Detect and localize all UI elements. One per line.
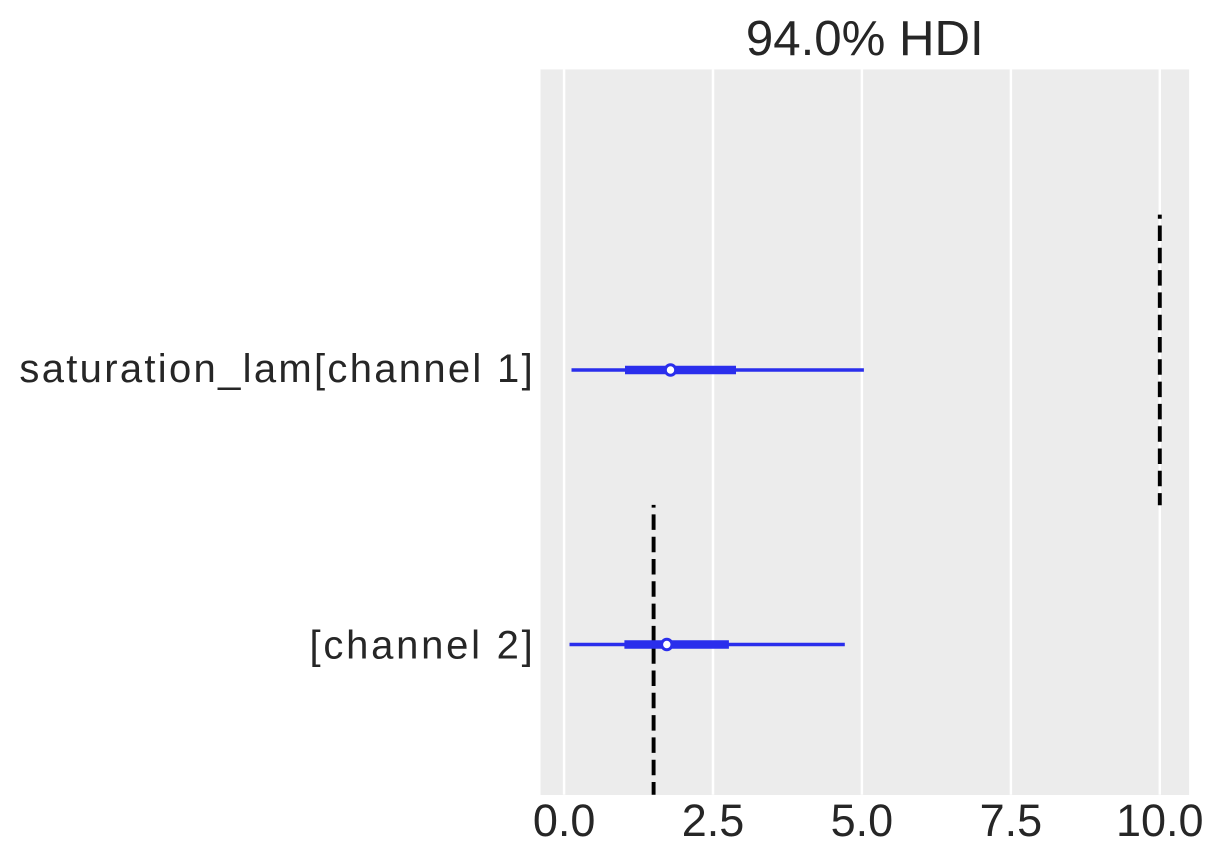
svg-text:10.0: 10.0 (1116, 795, 1204, 846)
svg-text:94.0% HDI: 94.0% HDI (746, 11, 984, 66)
svg-text:2.5: 2.5 (682, 795, 745, 846)
svg-text:saturation_lam[channel 1]: saturation_lam[channel 1] (19, 347, 535, 391)
svg-text:0.0: 0.0 (533, 795, 596, 846)
svg-text:[channel 2]: [channel 2] (310, 624, 536, 668)
svg-text:5.0: 5.0 (831, 795, 894, 846)
svg-text:7.5: 7.5 (980, 795, 1043, 846)
